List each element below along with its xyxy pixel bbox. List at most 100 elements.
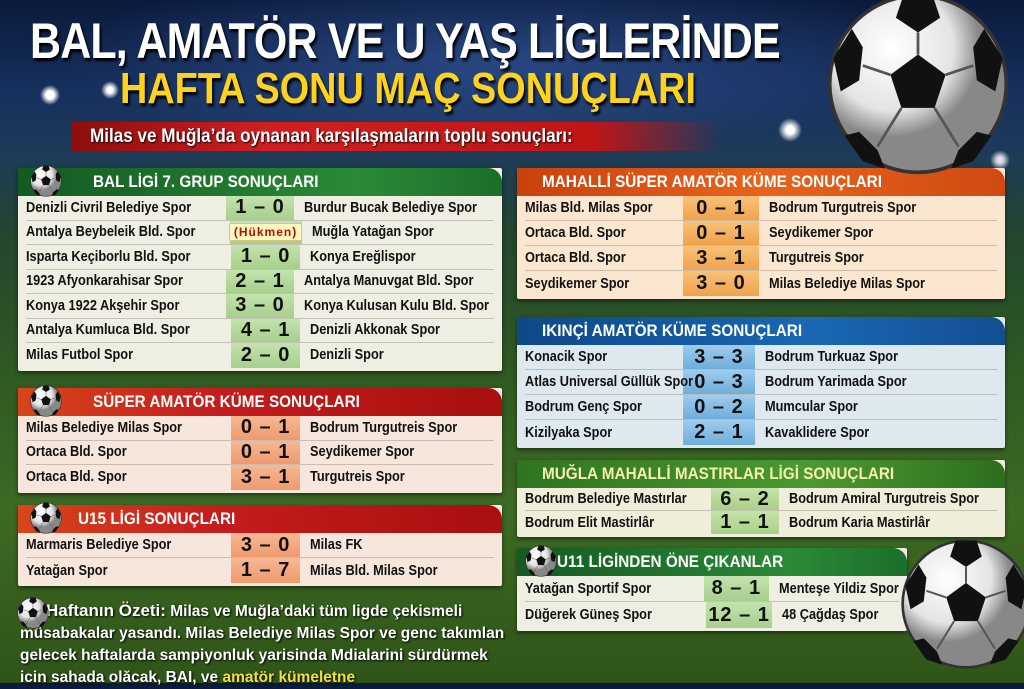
away-team-text: Bodrum Yarimada Spor bbox=[765, 374, 907, 390]
match-score-text: 0 – 1 bbox=[696, 196, 746, 219]
away-team: Bodrum Karia Mastirlâr bbox=[779, 515, 997, 531]
home-team: Düğerek Güneş Spor bbox=[525, 607, 706, 623]
subtitle-banner bbox=[72, 122, 722, 151]
away-team-text: Bodrum Turgutreis Spor bbox=[769, 200, 917, 216]
match-row: Ortaca Bld. Spor 0 – 1 Seydikemer Spor bbox=[525, 221, 997, 246]
away-team: Bodrum Turgutreis Spor bbox=[759, 200, 997, 216]
home-team: Antalya Beybeleik Bld. Spor bbox=[26, 224, 230, 240]
away-team-text: Denizli Akkonak Spor bbox=[310, 322, 441, 339]
away-team-text: Konya Ereğlispor bbox=[310, 248, 417, 265]
away-team: Turgutreis Spor bbox=[300, 469, 494, 485]
match-score-text: 3 – 1 bbox=[240, 465, 291, 488]
home-team-text: Antalya Kumluca Bld. Spor bbox=[26, 322, 190, 339]
home-team-text: Yatağan Sportif Spor bbox=[525, 580, 652, 597]
match-row: Marmaris Belediye Spor 3 – 0 Milas FK bbox=[26, 533, 494, 558]
home-team-text: Yatağan Spor bbox=[26, 562, 108, 579]
match-score-text: 0 – 1 bbox=[240, 416, 291, 439]
home-team: Marmaris Belediye Spor bbox=[26, 537, 231, 553]
match-row: Konacik Spor 3 – 3 Bodrum Turkuaz Spor bbox=[525, 345, 997, 370]
football-icon bbox=[17, 597, 49, 629]
match-score-text: 4 – 1 bbox=[240, 318, 291, 341]
home-team: Ortaca Bld. Spor bbox=[525, 250, 683, 266]
away-team: Kavaklidere Spor bbox=[755, 425, 997, 441]
match-row: Yatağan Sportif Spor 8 – 1 Menteşe Yildiz … bbox=[525, 576, 899, 602]
home-team: Ortaca Bld. Spor bbox=[26, 469, 231, 485]
home-team-text: Konacik Spor bbox=[525, 349, 608, 365]
home-team: Milas Futbol Spor bbox=[26, 347, 231, 363]
match-row: Antalya Kumluca Bld. Spor 4 – 1 Denizli Ak… bbox=[26, 318, 494, 343]
match-row: Milas Belediye Milas Spor 0 – 1 Bodrum Tur… bbox=[26, 416, 494, 441]
away-team: Menteşe Yildiz Spor bbox=[769, 581, 899, 597]
home-team-text: Marmaris Belediye Spor bbox=[26, 537, 172, 553]
match-score-text: 12 – 1 bbox=[708, 603, 770, 626]
match-score: 2 – 1 bbox=[683, 420, 755, 445]
home-team-text: Milas Belediye Milas Spor bbox=[26, 419, 183, 436]
match-score: 1 – 1 bbox=[711, 511, 779, 534]
away-team-text: Konya Kulusan Kulu Bld. Spor bbox=[304, 297, 490, 314]
match-row: Konya 1922 Akşehir Spor 3 – 0 Konya Kulusa… bbox=[26, 294, 494, 319]
away-team: Bodrum Yarimada Spor bbox=[755, 374, 997, 390]
panel-title: U11 LİGİNDEN ÖNE ÇIKANLAR bbox=[557, 552, 784, 571]
match-score-text: 8 – 1 bbox=[711, 577, 762, 599]
match-score-text: 0 – 1 bbox=[696, 221, 746, 244]
match-score-text: 3 – 1 bbox=[696, 246, 746, 269]
panel-ikinci: IKINÇİ AMATÖR KÜME SONUÇLARI Konacik Spor… bbox=[517, 317, 1005, 448]
match-row: Ortaca Bld. Spor 0 – 1 Seydikemer Spor bbox=[26, 440, 494, 465]
panel-u15: U15 LİGİ SONUÇLARI Marmaris Belediye Spor… bbox=[18, 502, 502, 586]
home-team-text: Kizilyaka Spor bbox=[525, 424, 613, 441]
match-score: (Hükmen) bbox=[228, 220, 303, 244]
home-team-text: Bodrum Belediye Mastırlar bbox=[525, 491, 687, 507]
home-team-text: Milas Futbol Spor bbox=[26, 347, 134, 364]
home-team-text: Bodrum Genç Spor bbox=[525, 399, 642, 415]
away-team: Muğla Yatağan Spor bbox=[302, 224, 494, 240]
panel-super: SÜPER AMATÖR KÜME SONUÇLARI Milas Belediy… bbox=[18, 385, 502, 493]
match-row: Düğerek Güneş Spor 12 – 1 48 Çağdaş Spor bbox=[525, 602, 899, 628]
panel-mugla: MUĞLA MAHALLİ MASTIRLAR LİGİ SONUÇLARI Bo… bbox=[517, 460, 1005, 537]
panel-header: BAL LİGİ 7. GRUP SONUÇLARI bbox=[18, 165, 502, 197]
panel-title: U15 LİGİ SONUÇLARI bbox=[78, 509, 236, 528]
football-icon bbox=[30, 165, 62, 197]
away-team: Bodrum Turgutreis Spor bbox=[300, 420, 494, 436]
summary-lead: Haftanın Özeti: bbox=[46, 601, 166, 620]
home-team-text: Bodrum Elit Mastirlâr bbox=[525, 514, 655, 531]
away-team-text: Seydikemer Spor bbox=[310, 444, 415, 461]
home-team: Isparta Keçiborlu Bld. Spor bbox=[26, 249, 231, 265]
match-score: 2 – 1 bbox=[226, 269, 294, 293]
away-team-text: Milas FK bbox=[310, 537, 363, 553]
away-team: Seydikemer Spor bbox=[759, 225, 997, 241]
away-team-text: Denizli Spor bbox=[310, 347, 385, 364]
subtitle-text: Milas ve Muğla’da oynanan karşılaşmaları… bbox=[90, 126, 573, 147]
summary-highlight: amatör kümeletne bbox=[222, 669, 356, 686]
match-row: Kizilyaka Spor 2 – 1 Kavaklidere Spor bbox=[525, 420, 997, 445]
away-team-text: Bodrum Turgutreis Spor bbox=[310, 419, 458, 436]
away-team-text: Muğla Yatağan Spor bbox=[311, 224, 434, 241]
match-score-text: 0 – 2 bbox=[694, 395, 744, 418]
match-score: 3 – 1 bbox=[230, 465, 301, 490]
home-team-text: Ortaca Bld. Spor bbox=[525, 250, 626, 266]
match-score-text: 0 – 3 bbox=[694, 370, 744, 393]
away-team-text: Bodrum Turkuaz Spor bbox=[765, 349, 899, 365]
football-icon bbox=[30, 502, 62, 534]
away-team-text: Bodrum Amiral Turgutreis Spor bbox=[789, 491, 980, 507]
main-subtitle: HAFTA SONU MAÇ SONUÇLARI bbox=[120, 64, 696, 113]
match-score: 3 – 3 bbox=[683, 345, 755, 369]
home-team: Bodrum Genç Spor bbox=[525, 399, 683, 415]
match-score: 1 – 7 bbox=[230, 558, 301, 583]
match-score-text: 3 – 0 bbox=[696, 272, 746, 294]
match-score-text: 2 – 1 bbox=[694, 421, 744, 443]
home-team: Yatağan Sportif Spor bbox=[525, 581, 704, 597]
panel-title: BAL LİGİ 7. GRUP SONUÇLARI bbox=[93, 172, 319, 191]
home-team: Milas Bld. Milas Spor bbox=[525, 200, 683, 216]
match-score: 2 – 0 bbox=[230, 343, 301, 368]
away-team-text: Bodrum Karia Mastirlâr bbox=[789, 514, 931, 531]
football-image bbox=[901, 539, 1024, 669]
home-team-text: Düğerek Güneş Spor bbox=[525, 607, 652, 623]
match-score: 3 – 0 bbox=[683, 271, 759, 296]
home-team-text: Seydikemer Spor bbox=[525, 275, 630, 292]
away-team: Antalya Manuvgat Bld. Spor bbox=[294, 273, 494, 289]
match-score-text: 1 – 1 bbox=[720, 511, 770, 533]
away-team: 48 Çağdaş Spor bbox=[772, 607, 899, 623]
home-team-text: Atlas Universal Güllük Spor bbox=[525, 374, 694, 390]
away-team: Denizli Spor bbox=[300, 347, 494, 363]
home-team-text: Ortaca Bld. Spor bbox=[26, 469, 127, 486]
